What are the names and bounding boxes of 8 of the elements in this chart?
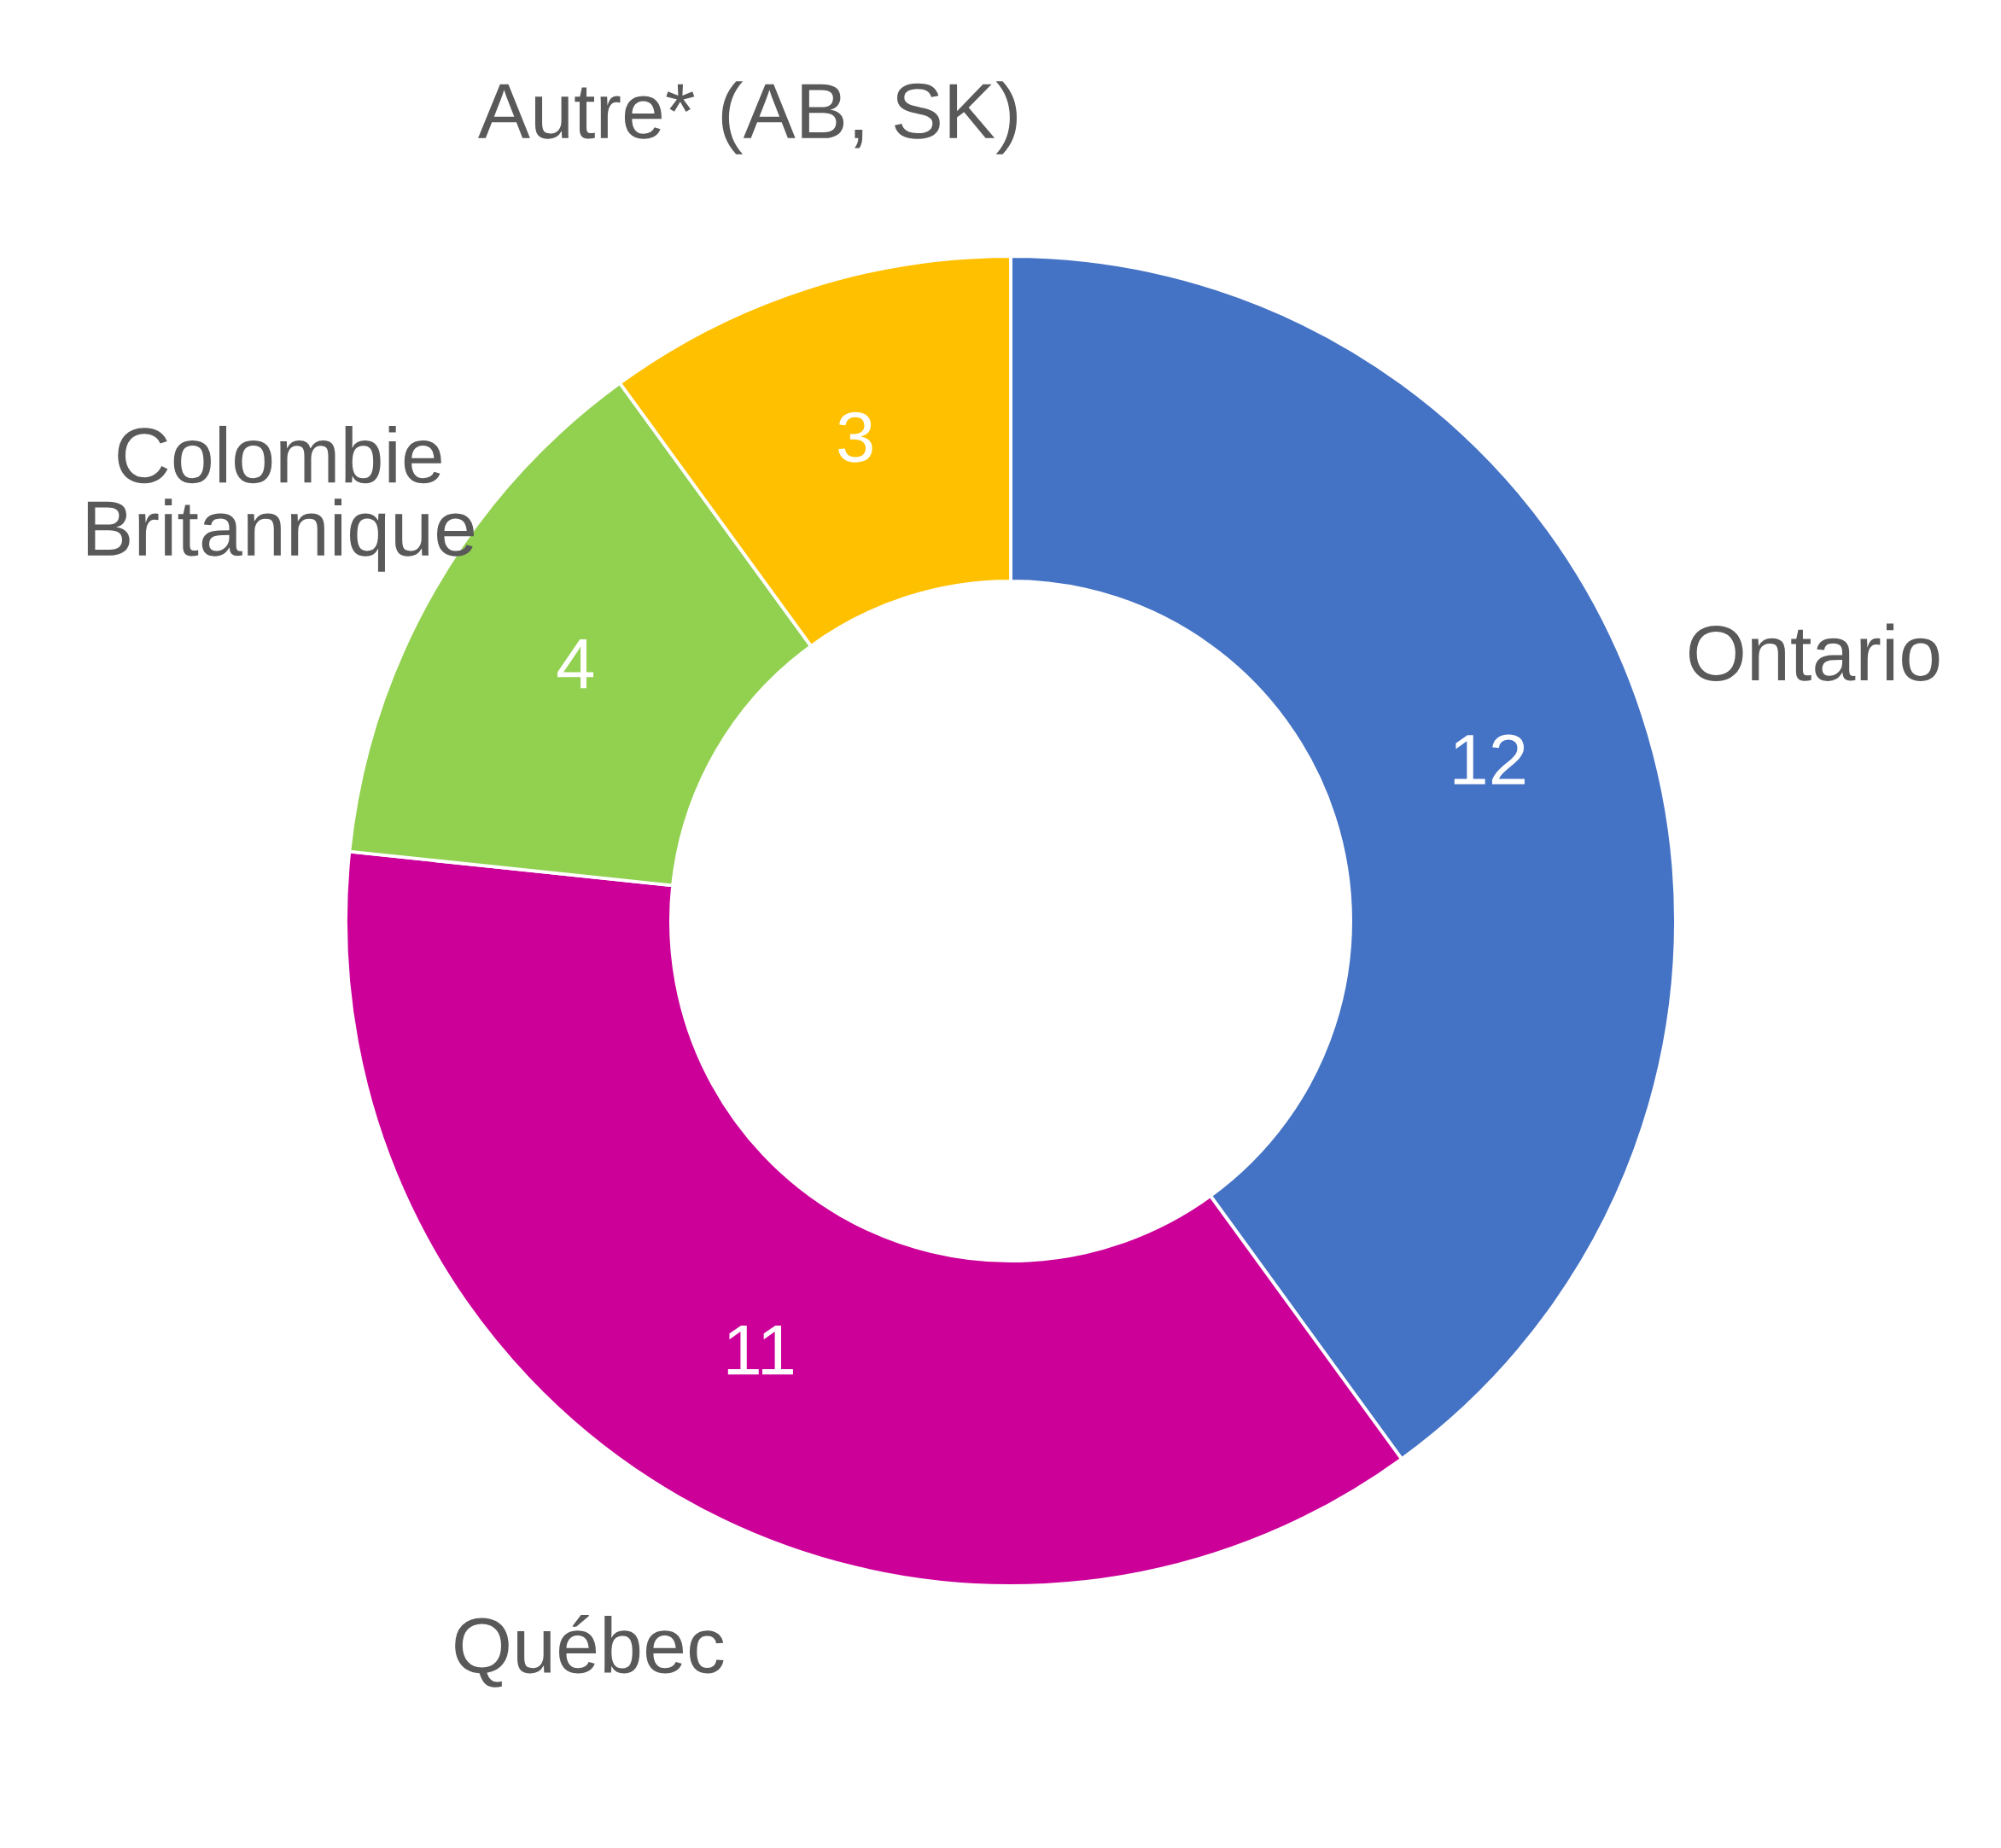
slice-label: Ontario bbox=[1689, 623, 1940, 681]
data-label: 11 bbox=[727, 1325, 793, 1375]
data-label: 4 bbox=[557, 638, 594, 689]
slice-label: Colombie Britannique bbox=[87, 425, 475, 572]
slice-label: Autre* (AB, SK) bbox=[478, 81, 1017, 154]
data-label: 3 bbox=[838, 411, 872, 463]
slice-label: Québec bbox=[455, 1614, 724, 1688]
data-label: 12 bbox=[1454, 734, 1525, 784]
